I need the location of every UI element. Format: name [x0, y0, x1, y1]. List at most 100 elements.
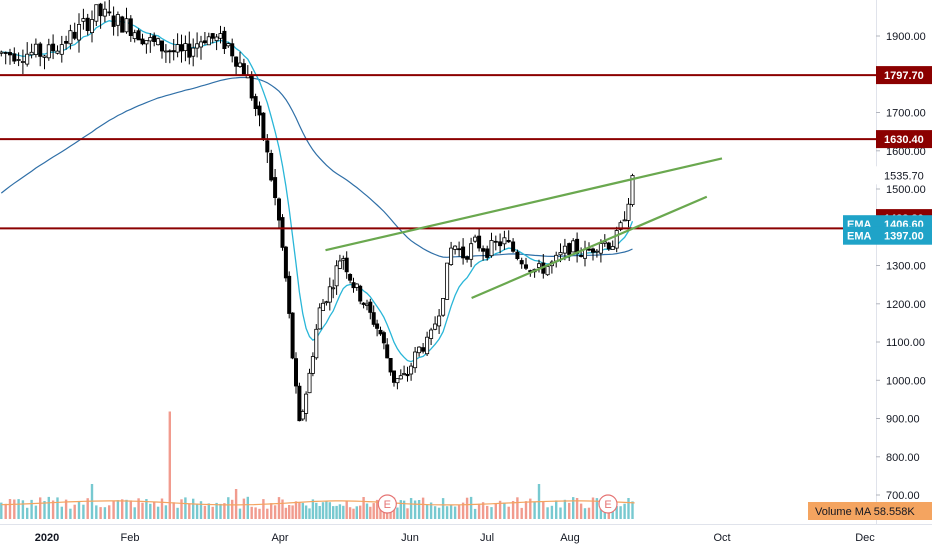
volume-bar	[516, 497, 519, 519]
candle-body	[25, 53, 30, 65]
volume-bar	[133, 507, 136, 519]
earnings-marker-label: E	[604, 499, 611, 511]
volume-bar	[409, 498, 413, 519]
volume-bar	[429, 502, 433, 519]
candle-body	[614, 230, 619, 249]
candle-body	[98, 3, 103, 17]
candle-body	[3, 52, 8, 54]
volume-bar	[498, 500, 502, 519]
price-tick-label: 1700.00	[886, 108, 926, 120]
volume-ma-tag	[808, 502, 932, 520]
volume-bar	[4, 503, 7, 519]
candle-body	[175, 44, 180, 53]
volume-bar	[372, 503, 375, 519]
candle-body	[368, 301, 373, 313]
volume-bar	[284, 507, 288, 519]
candle-body	[571, 240, 576, 253]
volume-bars	[0, 411, 635, 519]
volume-bar	[262, 499, 265, 519]
candle-body	[59, 44, 64, 55]
volume-ma-line	[1, 500, 635, 506]
candle-body	[287, 275, 292, 314]
candle-body	[485, 248, 490, 258]
volume-ma-tag-text: Volume MA 58.558K	[815, 506, 915, 518]
candle-body	[226, 43, 231, 47]
candle-body	[107, 11, 112, 14]
volume-bar	[246, 496, 249, 519]
candle-body	[51, 43, 56, 52]
volume-bar	[441, 498, 445, 519]
volume-bar	[328, 502, 331, 519]
candle-body	[395, 378, 400, 384]
candle-body	[473, 236, 478, 242]
volume-bar	[273, 505, 277, 519]
volume-bar	[399, 500, 402, 519]
candle-body	[152, 35, 157, 43]
candle-body	[132, 32, 137, 40]
candle-body	[618, 222, 623, 230]
volume-bar	[8, 499, 12, 519]
volume-bar	[631, 501, 634, 519]
price-tag-value: 1397.00	[884, 231, 924, 243]
volume-bar	[242, 498, 246, 519]
candle-body	[191, 47, 196, 57]
candle-body	[437, 315, 442, 327]
candle-body	[587, 248, 592, 251]
time-axis[interactable]: 2020 Feb Apr Jun Jul Aug Oct Dec	[35, 532, 876, 544]
volume-bar	[355, 506, 358, 519]
earnings-marker-circle	[598, 494, 618, 514]
volume-bar	[546, 507, 549, 519]
volume-bar	[457, 504, 461, 519]
volume-bar	[369, 506, 372, 519]
candle-body	[94, 4, 99, 22]
volume-bar	[153, 501, 156, 519]
candle-body	[545, 266, 550, 276]
volume-bar	[453, 506, 457, 519]
candle-body	[469, 243, 474, 260]
volume-bar	[108, 505, 111, 519]
candle-body	[265, 140, 270, 153]
volume-bar	[304, 505, 308, 519]
volume-bar	[207, 503, 210, 519]
candle-body	[261, 112, 266, 139]
price-tag-1397-00	[876, 226, 932, 245]
volume-bar	[69, 508, 72, 519]
candle-body	[241, 63, 246, 76]
volume-bar	[254, 507, 257, 519]
volume-bar	[156, 506, 160, 519]
candle-body	[202, 40, 207, 44]
candle-body	[371, 312, 376, 325]
candle-body	[102, 8, 107, 17]
price-tick-label: 1900.00	[886, 31, 926, 43]
volume-bar	[184, 497, 187, 519]
candle-body	[610, 246, 615, 250]
candle-body	[124, 18, 129, 33]
price-tag-1630-40	[876, 130, 932, 149]
resistance-levels[interactable]	[0, 74, 876, 230]
volume-bar	[21, 500, 25, 519]
candle-body	[421, 347, 426, 352]
volume-bar	[13, 499, 16, 519]
candle-body	[77, 23, 82, 41]
volume-bar	[39, 497, 42, 519]
volume-bar	[231, 499, 234, 519]
candle-body	[341, 258, 346, 261]
trendline-upper	[325, 157, 723, 252]
trendlines[interactable]	[325, 157, 723, 300]
volume-bar	[503, 502, 506, 519]
candle-body	[413, 351, 418, 369]
candle-body	[378, 329, 383, 335]
volume-bar	[359, 505, 362, 519]
candle-body	[388, 357, 393, 373]
candle-body	[602, 241, 607, 244]
candle-body	[344, 257, 349, 273]
candle-body	[128, 18, 133, 36]
volume-bar	[294, 501, 298, 519]
price-tick-label: 700.00	[886, 490, 920, 502]
candle-body	[81, 18, 86, 22]
volume-bar	[587, 507, 591, 519]
volume-bar	[345, 501, 348, 519]
candle-body	[524, 264, 529, 269]
